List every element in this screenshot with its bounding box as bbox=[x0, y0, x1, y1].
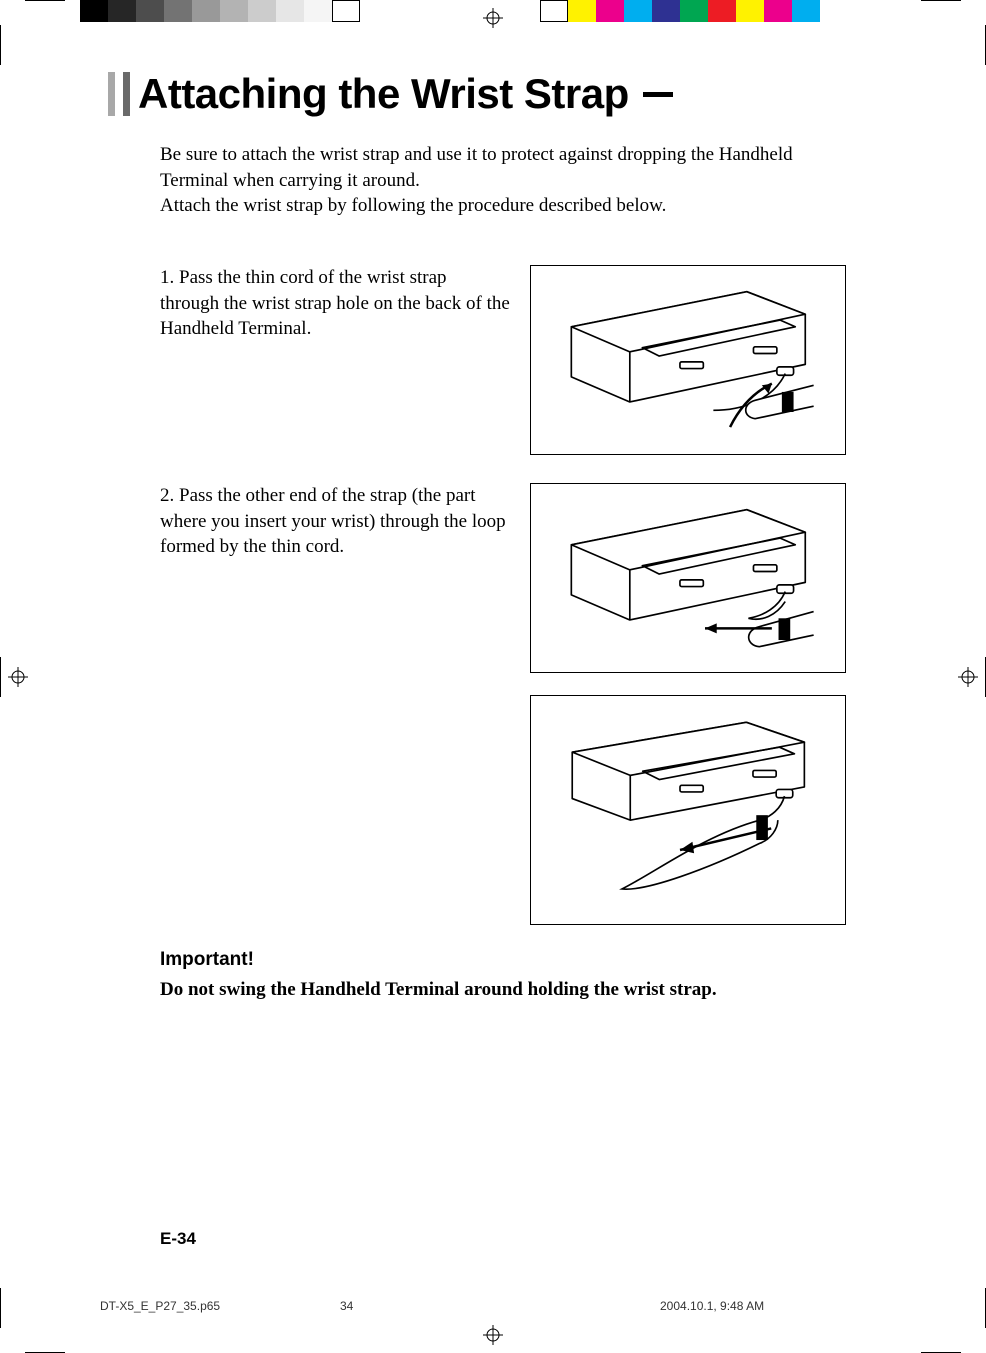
registration-mark-icon bbox=[483, 1325, 503, 1345]
page-content: Attaching the Wrist Strap Be sure to att… bbox=[100, 60, 886, 1253]
print-footer: DT-X5_E_P27_35.p65 34 2004.10.1, 9:48 AM bbox=[100, 1299, 886, 1313]
print-color-bar-right bbox=[540, 0, 820, 22]
color-swatch bbox=[568, 0, 596, 22]
intro-text: Be sure to attach the wrist strap and us… bbox=[160, 142, 860, 219]
footer-page: 34 bbox=[340, 1299, 480, 1313]
color-swatch bbox=[164, 0, 192, 22]
title-decor-bar bbox=[123, 72, 130, 116]
crop-mark bbox=[0, 657, 1, 697]
color-swatch bbox=[192, 0, 220, 22]
page-number: E-34 bbox=[160, 1229, 196, 1249]
print-color-bar-left bbox=[80, 0, 360, 22]
color-swatch bbox=[80, 0, 108, 22]
step-1-text: 1. Pass the thin cord of the wrist strap… bbox=[160, 265, 510, 455]
step-2-illustrations bbox=[530, 483, 846, 925]
step-2-illustration-a bbox=[530, 483, 846, 673]
color-swatch bbox=[624, 0, 652, 22]
intro-line-1: Be sure to attach the wrist strap and us… bbox=[160, 144, 793, 191]
color-swatch bbox=[652, 0, 680, 22]
color-swatch bbox=[708, 0, 736, 22]
title-row: Attaching the Wrist Strap bbox=[108, 70, 886, 118]
intro-line-2: Attach the wrist strap by following the … bbox=[160, 195, 666, 216]
color-swatch bbox=[596, 0, 624, 22]
step-1-body: Pass the thin cord of the wrist strap th… bbox=[160, 267, 510, 339]
step-2-row: 2. Pass the other end of the strap (the … bbox=[160, 483, 886, 925]
registration-mark-icon bbox=[8, 667, 28, 687]
crop-mark bbox=[921, 0, 961, 1]
color-swatch bbox=[332, 0, 360, 22]
footer-datetime: 2004.10.1, 9:48 AM bbox=[660, 1299, 764, 1313]
color-swatch bbox=[540, 0, 568, 22]
important-text: Do not swing the Handheld Terminal aroun… bbox=[160, 979, 886, 1001]
color-swatch bbox=[680, 0, 708, 22]
step-1-illustration bbox=[530, 265, 846, 455]
footer-filename: DT-X5_E_P27_35.p65 bbox=[100, 1299, 340, 1313]
color-swatch bbox=[736, 0, 764, 22]
crop-mark bbox=[25, 0, 65, 1]
registration-mark-icon bbox=[483, 8, 503, 28]
color-swatch bbox=[136, 0, 164, 22]
crop-mark bbox=[0, 25, 1, 65]
color-swatch bbox=[304, 0, 332, 22]
step-2-body: Pass the other end of the strap (the par… bbox=[160, 485, 506, 557]
color-swatch bbox=[220, 0, 248, 22]
step-2-text: 2. Pass the other end of the strap (the … bbox=[160, 483, 510, 925]
important-heading: Important! bbox=[160, 949, 886, 971]
registration-mark-icon bbox=[958, 667, 978, 687]
step-1-num: 1. bbox=[160, 267, 174, 288]
color-swatch bbox=[108, 0, 136, 22]
step-1-row: 1. Pass the thin cord of the wrist strap… bbox=[160, 265, 886, 455]
step-2-illustration-b bbox=[530, 695, 846, 925]
color-swatch bbox=[792, 0, 820, 22]
color-swatch bbox=[276, 0, 304, 22]
color-swatch bbox=[248, 0, 276, 22]
title-decor-dash bbox=[643, 92, 673, 97]
step-2-num: 2. bbox=[160, 485, 174, 506]
page-title: Attaching the Wrist Strap bbox=[138, 70, 629, 118]
crop-mark bbox=[0, 1288, 1, 1328]
color-swatch bbox=[764, 0, 792, 22]
title-decor-bar bbox=[108, 72, 115, 116]
